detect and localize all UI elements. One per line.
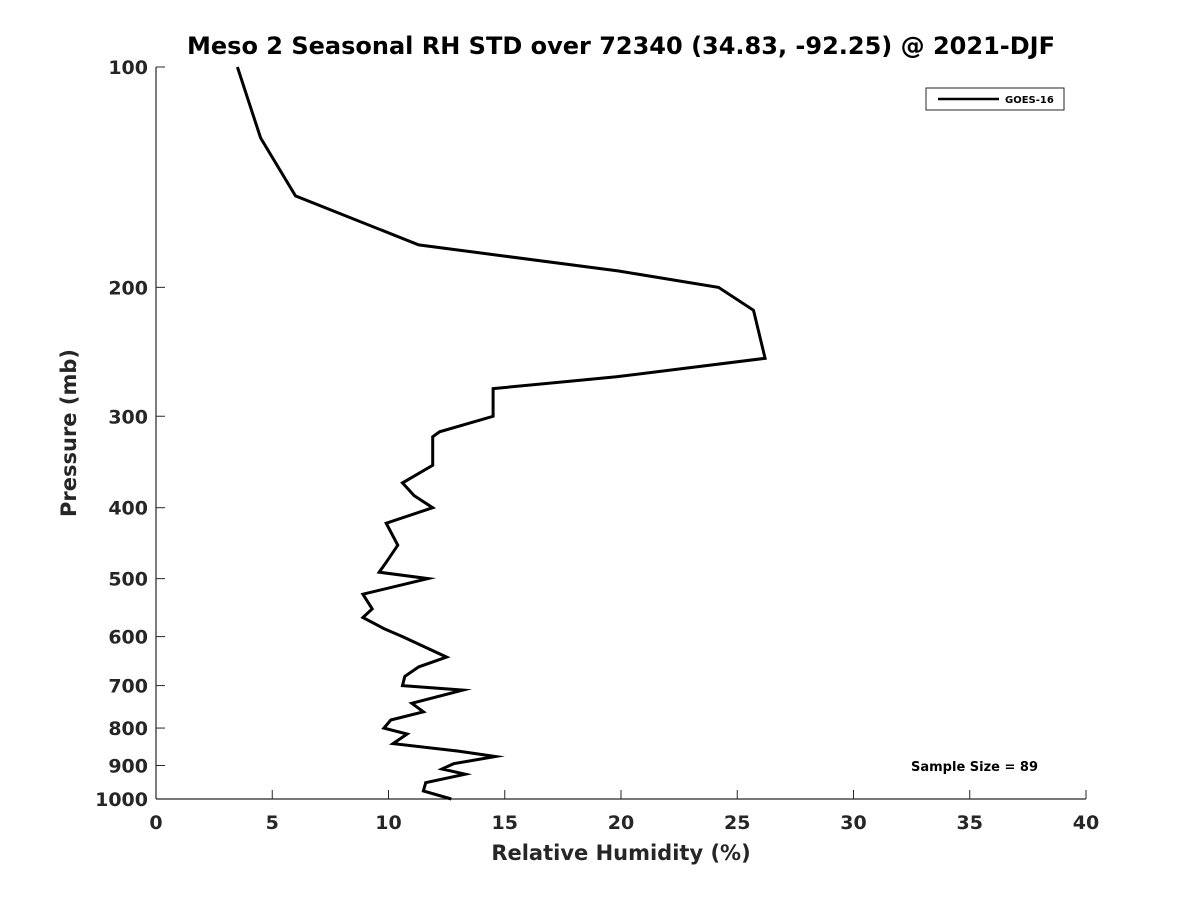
- y-tick-label: 600: [108, 627, 148, 649]
- y-tick-label: 300: [108, 406, 148, 428]
- x-tick-label: 40: [1073, 812, 1099, 834]
- legend-label-goes-16: GOES-16: [1005, 95, 1054, 106]
- y-tick-label: 100: [108, 57, 148, 79]
- y-tick-label: 1000: [95, 789, 148, 811]
- x-tick-label: 15: [492, 812, 518, 834]
- x-tick-label: 25: [724, 812, 750, 834]
- sample-size-annotation: Sample Size = 89: [911, 760, 1038, 775]
- x-axis-ticks: 0 5 10 15 20 25 30 35 40: [149, 790, 1099, 834]
- series-line-goes-16: [235, 66, 767, 801]
- x-tick-label: 5: [266, 812, 279, 834]
- y-axis-label: Pressure (mb): [57, 349, 81, 517]
- x-axis-label: Relative Humidity (%): [491, 841, 750, 865]
- series-layer: [235, 66, 767, 801]
- x-tick-label: 30: [840, 812, 866, 834]
- chart-title: Meso 2 Seasonal RH STD over 72340 (34.83…: [187, 32, 1055, 60]
- x-tick-label: 20: [608, 812, 634, 834]
- y-tick-label: 200: [108, 277, 148, 299]
- x-tick-label: 0: [149, 812, 162, 834]
- y-tick-label: 900: [108, 756, 148, 778]
- y-axis-ticks: 100 200 300 400 500 600 700 800 900 1000: [95, 57, 165, 811]
- y-tick-label: 800: [108, 718, 148, 740]
- y-tick-label: 400: [108, 498, 148, 520]
- x-tick-label: 35: [957, 812, 983, 834]
- x-tick-label: 10: [375, 812, 401, 834]
- y-tick-label: 700: [108, 676, 148, 698]
- plot-area: [155, 67, 1086, 800]
- y-tick-label: 500: [108, 569, 148, 591]
- legend: GOES-16: [925, 87, 1065, 111]
